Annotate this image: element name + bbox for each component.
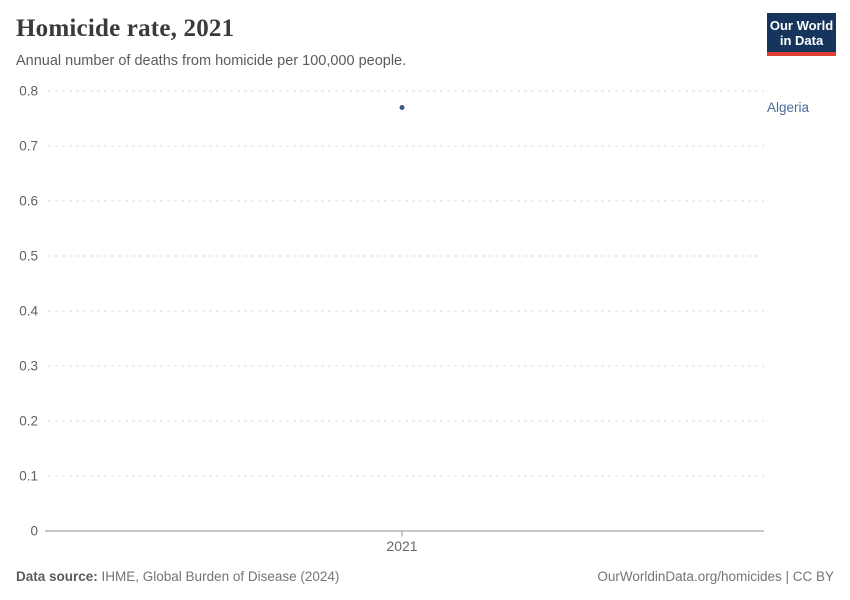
- y-axis-tick-label: 0.5: [19, 249, 38, 264]
- data-source-note: Data source: IHME, Global Burden of Dise…: [16, 568, 339, 585]
- owid-logo-line1: Our World: [769, 18, 834, 33]
- owid-logo[interactable]: Our World in Data: [767, 13, 836, 56]
- data-point-algeria[interactable]: [399, 105, 405, 110]
- footer-license-link[interactable]: OurWorldinData.org/homicides | CC BY: [597, 569, 834, 584]
- owid-logo-line2: in Data: [779, 33, 824, 48]
- y-axis-tick-label: 0.1: [19, 469, 38, 484]
- y-axis-tick-label: 0.7: [19, 139, 38, 154]
- y-axis-tick-label: 0.4: [19, 304, 38, 319]
- chart-footer: Data source: IHME, Global Burden of Dise…: [16, 568, 834, 585]
- y-axis-tick-label: 0.3: [19, 359, 38, 374]
- data-source-label: Data source:: [16, 569, 98, 584]
- chart-subtitle: Annual number of deaths from homicide pe…: [16, 53, 407, 69]
- series-label-algeria[interactable]: Algeria: [767, 99, 810, 115]
- y-axis-tick-label: 0.8: [19, 84, 38, 99]
- y-axis-tick-label: 0.2: [19, 414, 38, 429]
- y-axis-tick-label: 0: [30, 524, 38, 539]
- x-axis-tick-label: 2021: [386, 538, 417, 554]
- data-source-text: IHME, Global Burden of Disease (2024): [97, 569, 340, 584]
- page-title: Homicide rate, 2021: [16, 15, 235, 42]
- y-axis-tick-label: 0.6: [19, 194, 38, 209]
